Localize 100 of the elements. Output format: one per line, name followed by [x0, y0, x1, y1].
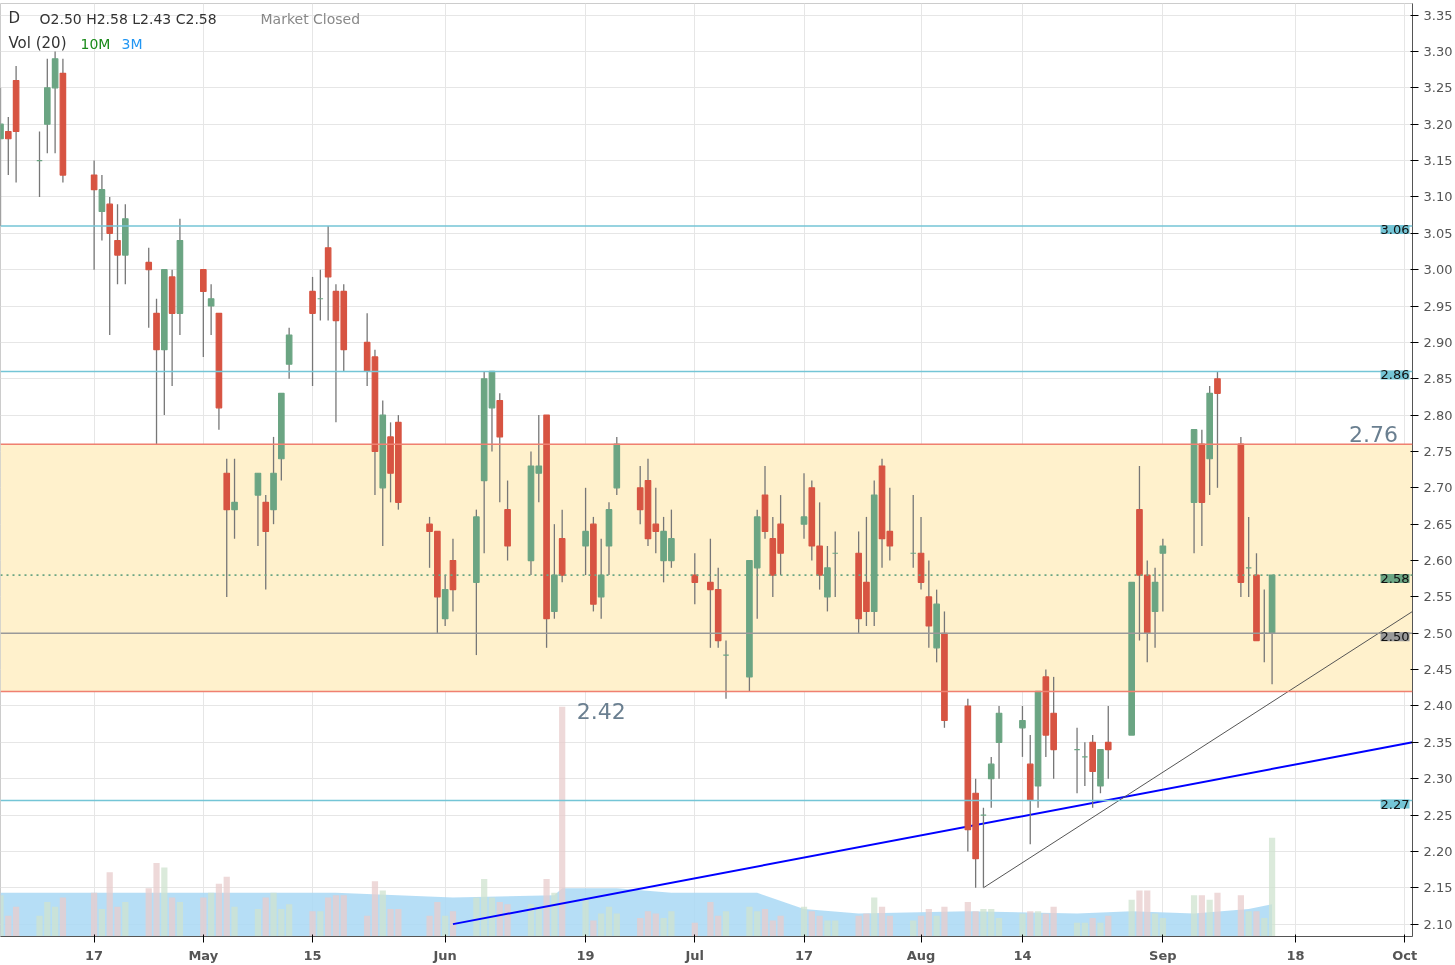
bar — [543, 879, 550, 937]
bar — [1151, 913, 1159, 937]
bar — [800, 906, 808, 937]
ref-line-label: 2.27 — [1380, 796, 1410, 812]
bar — [231, 906, 238, 937]
candlestick — [1104, 705, 1112, 780]
candlestick — [145, 247, 153, 329]
candlestick — [309, 276, 316, 387]
y-tick-label: 2.85 — [1423, 371, 1453, 387]
y-tick-label: 2.60 — [1423, 553, 1453, 569]
y-tick-label: 3.15 — [1423, 153, 1453, 169]
x-tick-label: 19 — [576, 947, 595, 963]
bar — [98, 908, 106, 937]
bar — [208, 892, 215, 937]
bar — [59, 897, 67, 937]
bar — [559, 706, 566, 937]
candlestick — [722, 639, 730, 700]
bar — [925, 908, 932, 937]
bar — [995, 918, 1003, 937]
bar — [215, 883, 223, 937]
bar — [332, 895, 340, 937]
bar — [1128, 899, 1135, 937]
x-tick-label: Sep — [1149, 947, 1177, 963]
y-tick-label: 3.25 — [1423, 80, 1453, 96]
candlestick — [90, 159, 98, 271]
bar — [488, 897, 496, 937]
y-tick-label: 3.20 — [1423, 116, 1453, 132]
candlestick — [691, 552, 699, 605]
bar — [871, 897, 878, 937]
candlestick — [254, 472, 262, 547]
y-tick-label: 2.65 — [1423, 516, 1453, 532]
y-tick-label: 3.05 — [1423, 225, 1453, 241]
bar — [1042, 913, 1049, 937]
bar — [1245, 911, 1252, 937]
candlestick — [1081, 741, 1089, 787]
bar — [1198, 895, 1205, 937]
ref-line-label: 3.06 — [1380, 222, 1410, 238]
y-tick-label: 2.75 — [1423, 443, 1453, 459]
annotation: 2.42 — [576, 699, 626, 725]
y-tick-label: 2.70 — [1423, 480, 1453, 496]
bar — [551, 892, 558, 937]
bar — [582, 899, 589, 937]
bar — [1261, 918, 1268, 937]
annotation: Market Closed — [260, 10, 361, 27]
bar — [12, 906, 20, 937]
bar — [1253, 911, 1260, 937]
y-tick-label: 2.20 — [1423, 843, 1453, 859]
candlestick — [1214, 370, 1221, 489]
chart-title: Vol (20) — [8, 33, 67, 52]
bar — [1019, 913, 1026, 937]
bar — [605, 906, 613, 937]
bar — [933, 915, 940, 937]
bar — [590, 920, 597, 937]
y-tick-label: 2.90 — [1423, 334, 1453, 350]
x-tick-label: 17 — [85, 947, 104, 963]
bar — [473, 897, 480, 937]
bar — [652, 913, 659, 937]
y-tick-label: 2.10 — [1423, 916, 1453, 932]
bar — [325, 897, 332, 937]
ref-line-label: 2.58 — [1380, 571, 1410, 587]
bar — [1190, 895, 1198, 937]
bar — [317, 911, 324, 937]
bar — [364, 915, 371, 937]
candlestick — [200, 269, 207, 358]
candlestick — [114, 203, 121, 285]
y-tick-label: 3.30 — [1423, 44, 1453, 59]
bar — [941, 906, 948, 937]
y-tick-label: 2.30 — [1423, 771, 1453, 787]
y-tick-label: 3.00 — [1423, 262, 1453, 278]
bar — [169, 897, 176, 937]
bar — [1105, 915, 1112, 937]
bar — [1237, 895, 1244, 937]
x-tick-label: Jul — [684, 947, 705, 963]
annotation: O2.50 H2.58 L2.43 C2.58 — [39, 10, 217, 27]
y-tick-label: 3.10 — [1423, 189, 1453, 205]
bar — [442, 915, 449, 937]
bar — [1214, 892, 1221, 937]
bar — [1027, 911, 1034, 937]
candlestick — [1019, 705, 1026, 758]
bar — [200, 897, 207, 937]
x-tick-label: May — [188, 947, 219, 963]
y-tick-label: 2.95 — [1423, 298, 1453, 314]
y-tick-label: 2.50 — [1423, 625, 1453, 641]
candlestick — [207, 283, 215, 336]
x-tick-label: 18 — [1286, 947, 1305, 963]
bar — [5, 915, 12, 937]
bar — [878, 906, 886, 937]
bar — [481, 879, 488, 937]
candlestick — [800, 472, 808, 540]
y-tick-label: 2.55 — [1423, 589, 1453, 605]
bar — [286, 904, 293, 937]
x-tick-label: Jun — [432, 947, 457, 963]
candlestick — [98, 174, 106, 242]
bar — [722, 911, 730, 937]
bar — [964, 902, 971, 937]
y-tick-label: 2.35 — [1423, 734, 1453, 750]
x-tick-label: 17 — [794, 947, 814, 963]
bar — [340, 895, 347, 937]
y-tick-label: 2.45 — [1423, 662, 1453, 678]
candlestick — [987, 756, 995, 809]
